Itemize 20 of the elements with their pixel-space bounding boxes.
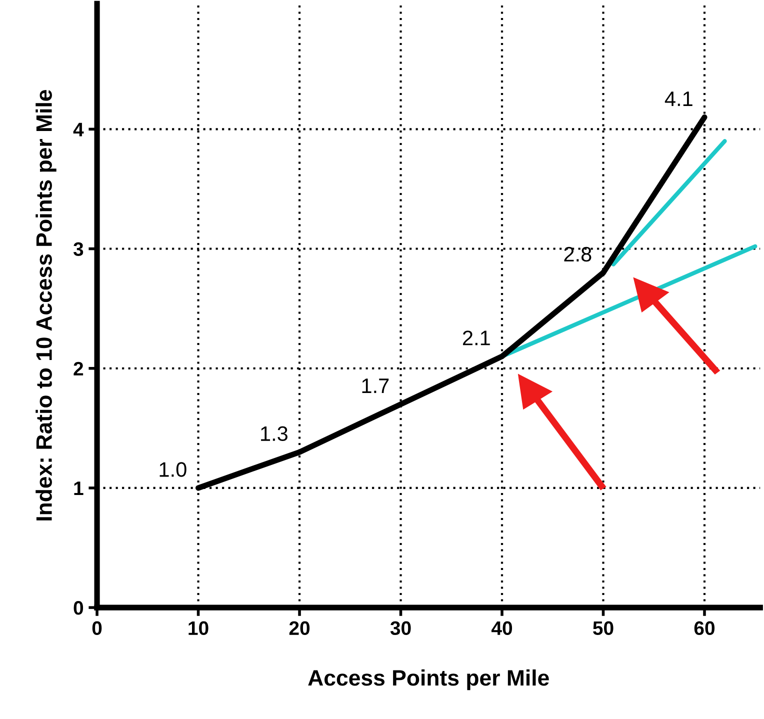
data-label: 1.3 xyxy=(261,426,288,442)
x-axis-title: Access Points per Mile xyxy=(308,669,549,690)
x-tick-label: 30 xyxy=(390,621,411,636)
x-tick-label: 10 xyxy=(188,621,208,636)
y-tick-label: 4 xyxy=(73,122,84,136)
x-tick-label: 60 xyxy=(694,621,715,636)
data-label: 2.8 xyxy=(564,246,592,262)
data-label: 1.7 xyxy=(362,378,389,393)
x-tick-label: 40 xyxy=(491,621,512,636)
y-axis-title: Index: Ratio to 10 Access Points per Mile xyxy=(36,90,56,520)
x-tick-label: 20 xyxy=(289,621,310,636)
y-tick-label: 3 xyxy=(73,242,84,256)
y-tick-label: 0 xyxy=(74,601,84,615)
data-label: 4.1 xyxy=(664,92,692,106)
x-tick-label: 0 xyxy=(92,621,102,636)
data-label: 2.1 xyxy=(462,330,490,346)
y-tick-label: 1 xyxy=(74,482,84,496)
y-tick-label: 2 xyxy=(74,362,84,376)
x-tick-label: 50 xyxy=(593,621,614,636)
data-label: 1.0 xyxy=(160,462,186,477)
